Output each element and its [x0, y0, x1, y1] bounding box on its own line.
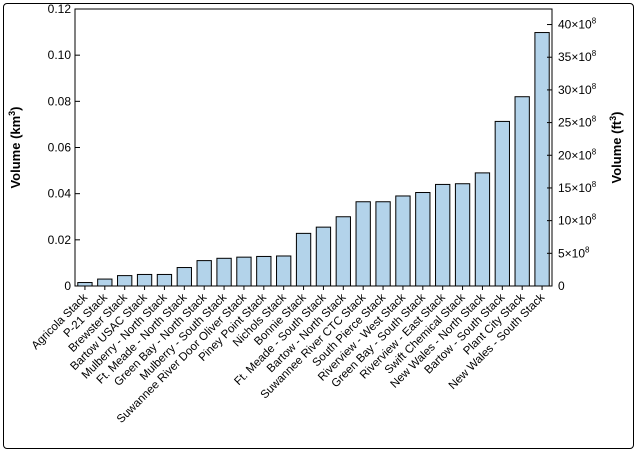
y-axis-title-right: Volume (ft3) — [608, 112, 624, 184]
right-tick-label: 35×108 — [558, 49, 597, 64]
bar — [117, 275, 133, 287]
right-tick-label: 10×108 — [558, 213, 597, 228]
bar — [514, 96, 530, 287]
bar — [97, 278, 113, 287]
left-y-axis: 0 0.02 0.04 0.06 0.08 0.10 0.12 — [48, 2, 80, 293]
bar — [315, 226, 332, 287]
bar — [236, 256, 252, 287]
bar — [335, 216, 351, 287]
bar — [375, 201, 391, 287]
bar — [216, 257, 232, 287]
bar — [435, 183, 451, 287]
bar — [156, 273, 173, 287]
bar — [474, 172, 491, 287]
right-tick-label: 0 — [558, 279, 565, 293]
bar — [355, 201, 371, 287]
right-tick-label: 15×108 — [558, 180, 597, 195]
left-tick-label: 0 — [64, 279, 71, 293]
y-axis-title-left: Volume (km3) — [7, 106, 23, 188]
bar — [196, 260, 212, 287]
right-tick-label: 20×108 — [558, 147, 597, 162]
bar — [276, 255, 292, 287]
right-tick-label: 25×108 — [558, 115, 597, 130]
left-tick-label: 0.02 — [48, 233, 72, 247]
left-tick-label: 0.12 — [48, 2, 72, 16]
right-y-axis: 0 5×108 10×108 15×108 20×108 25×108 30×108 35×1… — [547, 17, 597, 293]
bar — [534, 32, 550, 287]
left-tick-label: 0.10 — [48, 48, 72, 62]
left-tick-label: 0.04 — [48, 187, 72, 201]
bar — [395, 195, 411, 287]
bars-group — [77, 32, 550, 287]
bar — [415, 192, 431, 287]
bar — [295, 232, 312, 287]
bar — [77, 282, 93, 287]
left-tick-label: 0.08 — [48, 94, 72, 108]
left-tick-label: 0.06 — [48, 141, 72, 155]
bar — [494, 120, 510, 287]
right-tick-label: 40×108 — [558, 17, 597, 32]
bar — [256, 255, 272, 287]
bar — [454, 183, 471, 287]
bar — [136, 273, 153, 287]
bar — [176, 267, 192, 287]
right-tick-label: 30×108 — [558, 82, 597, 97]
right-tick-label: 5×108 — [558, 245, 590, 260]
